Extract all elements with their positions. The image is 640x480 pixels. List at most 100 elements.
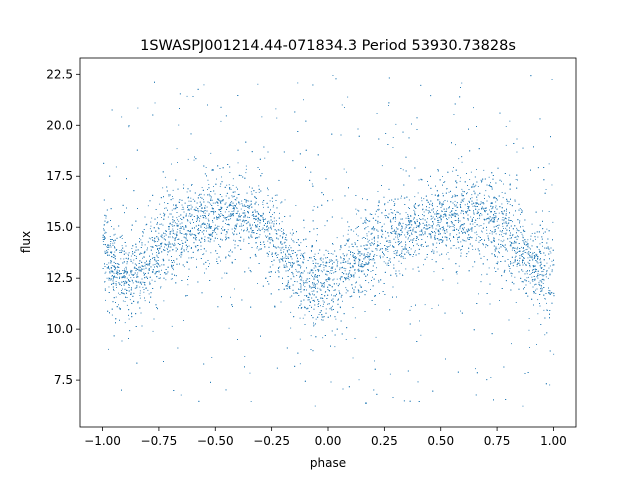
data-point (283, 232, 284, 234)
data-point (444, 230, 446, 232)
data-point (391, 227, 393, 229)
data-point (423, 198, 425, 200)
data-point (115, 268, 116, 269)
data-point (354, 262, 356, 264)
data-point (493, 231, 495, 233)
data-point (151, 279, 153, 281)
data-point (231, 201, 233, 202)
data-point (395, 241, 397, 243)
data-point (143, 291, 145, 293)
data-point (447, 252, 449, 253)
data-point (348, 238, 350, 240)
data-point (302, 253, 304, 255)
data-point (323, 283, 324, 284)
data-point (224, 211, 226, 213)
data-point (538, 274, 540, 276)
data-point (260, 230, 261, 232)
data-point (139, 263, 140, 264)
data-point (276, 255, 277, 256)
data-point (128, 274, 130, 276)
data-point (120, 258, 122, 260)
data-point (412, 256, 414, 257)
data-point (203, 199, 204, 201)
data-point (427, 228, 428, 230)
data-point (400, 229, 401, 231)
data-point (531, 223, 533, 225)
data-point (230, 296, 231, 298)
data-point (516, 227, 518, 229)
data-point (148, 237, 150, 239)
data-point (330, 270, 332, 272)
data-point (372, 242, 373, 244)
data-points (102, 75, 555, 407)
data-point (239, 203, 241, 205)
data-point (261, 116, 263, 118)
data-point (159, 213, 161, 215)
data-point (255, 253, 256, 255)
data-point (477, 218, 479, 219)
data-point (131, 312, 133, 314)
data-point (409, 230, 411, 232)
data-point (408, 218, 410, 220)
data-point (472, 184, 474, 186)
data-point (368, 231, 370, 233)
data-point (541, 267, 543, 269)
data-point (268, 251, 270, 253)
data-point (119, 294, 121, 295)
data-point (187, 209, 189, 211)
data-point (218, 213, 219, 215)
data-point (339, 269, 341, 271)
data-point (180, 252, 182, 253)
data-point (182, 216, 184, 218)
data-point (307, 278, 309, 280)
data-point (226, 184, 228, 186)
data-point (235, 186, 237, 188)
data-point (284, 233, 285, 234)
data-point (265, 235, 266, 237)
data-point (267, 235, 269, 237)
data-point (547, 310, 548, 311)
data-point (296, 261, 298, 263)
data-point (531, 254, 533, 256)
data-point (168, 229, 170, 230)
data-point (387, 251, 389, 252)
data-point (528, 247, 530, 249)
data-point (321, 285, 322, 287)
data-point (495, 201, 497, 203)
data-point (476, 199, 478, 201)
data-point (387, 249, 389, 250)
data-point (118, 304, 119, 306)
data-point (299, 279, 301, 281)
data-point (338, 290, 340, 292)
data-point (171, 230, 173, 232)
data-point (550, 252, 552, 254)
data-point (526, 277, 528, 279)
data-point (302, 317, 304, 319)
data-point (250, 226, 252, 228)
data-point (164, 246, 165, 248)
data-point (315, 266, 317, 268)
data-point (166, 273, 168, 275)
data-point (180, 226, 182, 228)
data-point (312, 276, 313, 277)
data-point (207, 237, 209, 239)
data-point (541, 271, 543, 273)
data-point (122, 270, 124, 271)
data-point (105, 299, 106, 301)
data-point (514, 276, 516, 278)
data-point (204, 212, 206, 214)
data-point (371, 250, 373, 252)
data-point (172, 196, 173, 197)
data-point (340, 307, 341, 309)
data-point (196, 258, 197, 260)
data-point (515, 242, 517, 244)
data-point (173, 244, 174, 246)
data-point (264, 157, 266, 159)
data-point (164, 176, 166, 178)
data-point (460, 252, 462, 254)
data-point (124, 280, 126, 282)
data-point (149, 228, 151, 230)
data-point (454, 212, 456, 214)
data-point (296, 275, 298, 276)
data-point (367, 264, 369, 265)
